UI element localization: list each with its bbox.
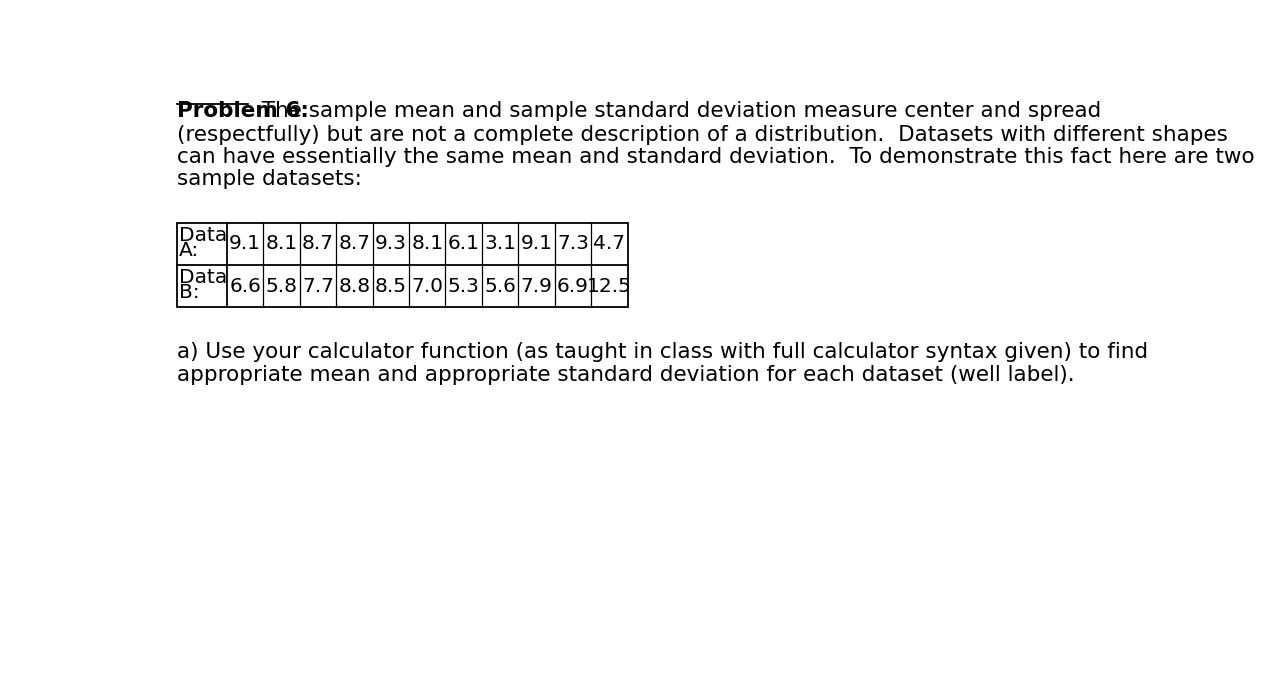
Text: 6.1: 6.1 (448, 235, 480, 253)
Text: 5.8: 5.8 (265, 276, 297, 296)
Text: 6.9: 6.9 (558, 276, 590, 296)
Text: 8.8: 8.8 (338, 276, 370, 296)
Text: sample datasets:: sample datasets: (176, 169, 361, 189)
Text: 8.7: 8.7 (338, 235, 370, 253)
Bar (176, 222, 628, 307)
Text: Data: Data (179, 226, 227, 245)
Text: 5.3: 5.3 (448, 276, 480, 296)
Text: 4.7: 4.7 (593, 235, 625, 253)
Text: a) Use your calculator function (as taught in class with full calculator syntax : a) Use your calculator function (as taug… (176, 342, 1147, 362)
Text: 8.5: 8.5 (375, 276, 407, 296)
Text: 9.1: 9.1 (230, 235, 262, 253)
Text: 8.1: 8.1 (411, 235, 443, 253)
Text: 3.1: 3.1 (484, 235, 516, 253)
Text: A:: A: (179, 241, 199, 260)
Text: 8.1: 8.1 (265, 235, 297, 253)
Text: 7.9: 7.9 (521, 276, 553, 296)
Text: 9.3: 9.3 (375, 235, 407, 253)
Text: 6.6: 6.6 (230, 276, 262, 296)
Text: (respectfully) but are not a complete description of a distribution.  Datasets w: (respectfully) but are not a complete de… (176, 125, 1228, 145)
Text: appropriate mean and appropriate standard deviation for each dataset (well label: appropriate mean and appropriate standar… (176, 365, 1074, 385)
Text: 7.3: 7.3 (558, 235, 590, 253)
Text: 7.7: 7.7 (302, 276, 334, 296)
Text: Problem 6:: Problem 6: (176, 101, 309, 121)
Text: 9.1: 9.1 (521, 235, 553, 253)
Text: B:: B: (179, 283, 199, 303)
Text: 7.0: 7.0 (411, 276, 443, 296)
Text: 8.7: 8.7 (302, 235, 334, 253)
Text: can have essentially the same mean and standard deviation.  To demonstrate this : can have essentially the same mean and s… (176, 147, 1254, 167)
Text: 5.6: 5.6 (484, 276, 516, 296)
Text: Data: Data (179, 268, 227, 287)
Text: The sample mean and sample standard deviation measure center and spread: The sample mean and sample standard devi… (248, 101, 1101, 121)
Text: 12.5: 12.5 (587, 276, 632, 296)
